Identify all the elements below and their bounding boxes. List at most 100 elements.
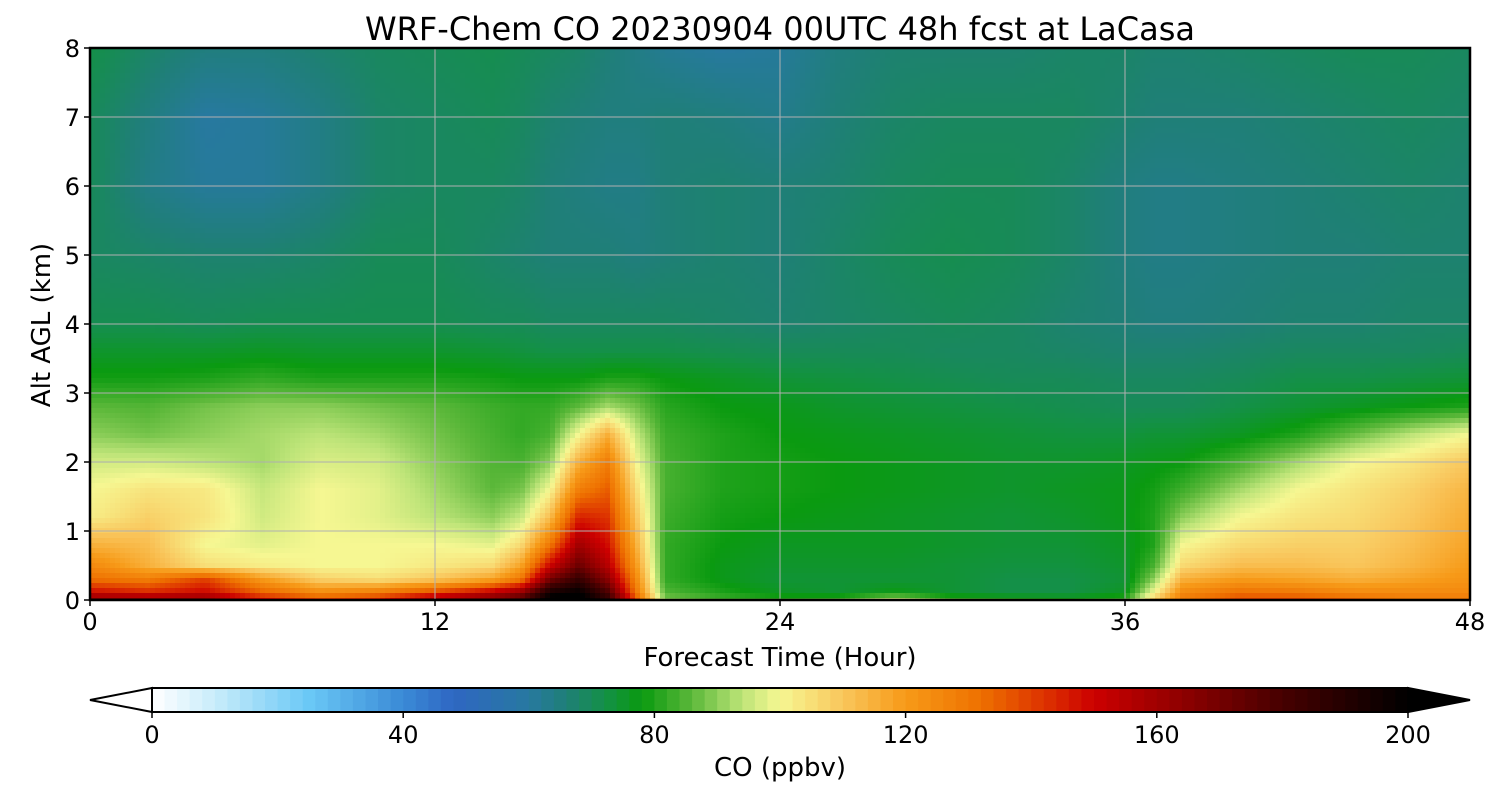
heatmap-cell [1275, 123, 1281, 129]
heatmap-cell [605, 88, 611, 94]
heatmap-cell [875, 73, 881, 79]
heatmap-cell [400, 73, 406, 79]
heatmap-cell [840, 103, 846, 109]
heatmap-cell [1280, 103, 1286, 109]
heatmap-cell [320, 133, 326, 139]
heatmap-cell [740, 118, 746, 124]
heatmap-cell [1195, 133, 1201, 139]
heatmap-cell [1045, 68, 1051, 74]
heatmap-cell [125, 93, 131, 99]
heatmap-cell [1250, 93, 1256, 99]
heatmap-cell [200, 108, 206, 114]
heatmap-cell [990, 123, 996, 129]
heatmap-cell [785, 58, 791, 64]
heatmap-cell [560, 63, 566, 69]
heatmap-cell [860, 98, 866, 104]
heatmap-cell [255, 53, 261, 59]
heatmap-cell [1045, 113, 1051, 119]
heatmap-cell [290, 53, 296, 59]
heatmap-cell [500, 78, 506, 84]
heatmap-cell [1180, 68, 1186, 74]
heatmap-cell [1235, 108, 1241, 114]
heatmap-cell [770, 128, 776, 134]
heatmap-cell [655, 118, 661, 124]
heatmap-cell [650, 88, 656, 94]
heatmap-cell [760, 63, 766, 69]
heatmap-cell [915, 128, 921, 134]
heatmap-cell [575, 113, 581, 119]
heatmap-cell [1175, 123, 1181, 129]
heatmap-cell [285, 123, 291, 129]
heatmap-cell [600, 118, 606, 124]
heatmap-cell [1145, 93, 1151, 99]
heatmap-cell [535, 103, 541, 109]
heatmap-cell [1150, 98, 1156, 104]
heatmap-cell [595, 83, 601, 89]
heatmap-cell [1320, 128, 1326, 134]
heatmap-cell [1280, 68, 1286, 74]
heatmap-cell [1415, 108, 1421, 114]
heatmap-cell [865, 78, 871, 84]
heatmap-cell [1270, 118, 1276, 124]
heatmap-cell [390, 83, 396, 89]
heatmap-cell [1240, 128, 1246, 134]
heatmap-cell [1065, 133, 1071, 139]
heatmap-cell [1100, 73, 1106, 79]
heatmap-cell [870, 108, 876, 114]
heatmap-cell [440, 98, 446, 104]
heatmap-cell [575, 58, 581, 64]
heatmap-cell [1290, 103, 1296, 109]
heatmap-cell [1000, 73, 1006, 79]
heatmap-cell [1410, 83, 1416, 89]
heatmap-cell [310, 113, 316, 119]
heatmap-cell [635, 63, 641, 69]
heatmap-cell [940, 98, 946, 104]
heatmap-cell [1225, 113, 1231, 119]
heatmap-cell [465, 118, 471, 124]
heatmap-cell [195, 53, 201, 59]
heatmap-cell [370, 98, 376, 104]
heatmap-cell [100, 68, 106, 74]
heatmap-cell [985, 83, 991, 89]
heatmap-cell [870, 103, 876, 109]
heatmap-cell [1060, 78, 1066, 84]
heatmap-cell [1395, 53, 1401, 59]
heatmap-cell [685, 98, 691, 104]
heatmap-cell [685, 108, 691, 114]
heatmap-cell [665, 53, 671, 59]
heatmap-cell [1110, 98, 1116, 104]
heatmap-cell [1200, 63, 1206, 69]
heatmap-cell [420, 113, 426, 119]
heatmap-cell [1140, 78, 1146, 84]
heatmap-cell [145, 58, 151, 64]
heatmap-cell [1030, 93, 1036, 99]
heatmap-cell [270, 128, 276, 134]
heatmap-cell [295, 133, 301, 139]
heatmap-cell [1385, 98, 1391, 104]
heatmap-cell [180, 103, 186, 109]
heatmap-cell [1225, 98, 1231, 104]
heatmap-cell [1335, 123, 1341, 129]
heatmap-cell [220, 123, 226, 129]
heatmap-cell [1075, 73, 1081, 79]
heatmap-cell [725, 108, 731, 114]
heatmap-cell [1435, 103, 1441, 109]
heatmap-cell [135, 88, 141, 94]
heatmap-cell [870, 133, 876, 139]
heatmap-cell [305, 108, 311, 114]
heatmap-cell [755, 53, 761, 59]
heatmap-cell [935, 58, 941, 64]
heatmap-cell [260, 78, 266, 84]
heatmap-cell [1025, 98, 1031, 104]
heatmap-cell [685, 73, 691, 79]
heatmap-cell [1400, 78, 1406, 84]
heatmap-cell [230, 53, 236, 59]
heatmap-cell [460, 98, 466, 104]
heatmap-cell [880, 118, 886, 124]
heatmap-cell [1335, 73, 1341, 79]
heatmap-cell [295, 98, 301, 104]
heatmap-cell [1230, 133, 1236, 139]
heatmap-cell [515, 133, 521, 139]
heatmap-cell [850, 63, 856, 69]
heatmap-cell [760, 73, 766, 79]
